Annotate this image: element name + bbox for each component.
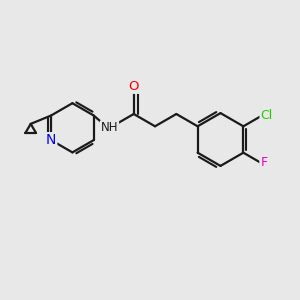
- Text: F: F: [260, 156, 267, 169]
- Text: N: N: [46, 133, 56, 147]
- Text: NH: NH: [101, 121, 118, 134]
- Text: O: O: [128, 80, 139, 93]
- Text: Cl: Cl: [260, 109, 273, 122]
